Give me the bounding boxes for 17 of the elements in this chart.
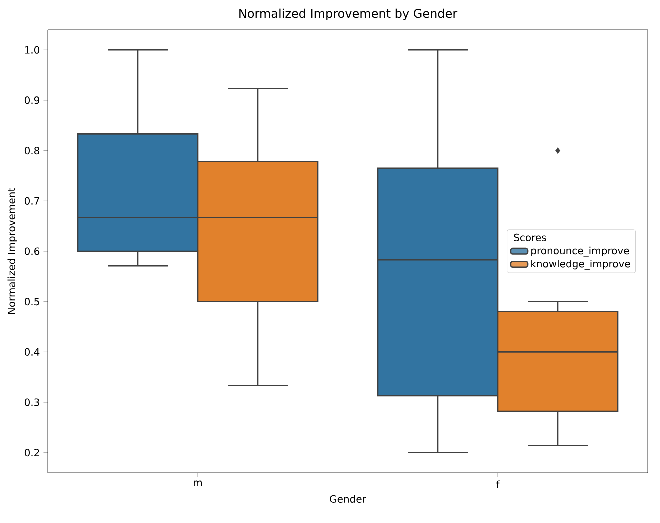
y-tick-label: 0.7: [24, 197, 40, 205]
chart-title: Normalized Improvement by Gender: [240, 8, 458, 20]
x-tick-label: f: [496, 480, 500, 488]
y-tick-label: 1.0: [25, 46, 40, 54]
y-tick-label: 0.3: [24, 398, 40, 406]
y-tick-label: 0.2: [24, 449, 40, 457]
legend-label: knowledge_improve: [532, 260, 630, 270]
y-tick-label: 0.8: [24, 147, 40, 155]
y-tick-label: 0.9: [24, 96, 40, 104]
y-axis-title: Normalized Improvement: [8, 188, 18, 314]
legend-title: Scores: [514, 234, 546, 242]
y-tick-label: 0.6: [24, 248, 40, 256]
legend-label: pronounce_improve: [532, 246, 630, 257]
y-tick-label: 0.4: [24, 348, 40, 356]
x-tick-label: m: [194, 480, 202, 486]
x-axis-title: Gender: [330, 495, 366, 504]
y-tick-label: 0.5: [24, 298, 40, 306]
